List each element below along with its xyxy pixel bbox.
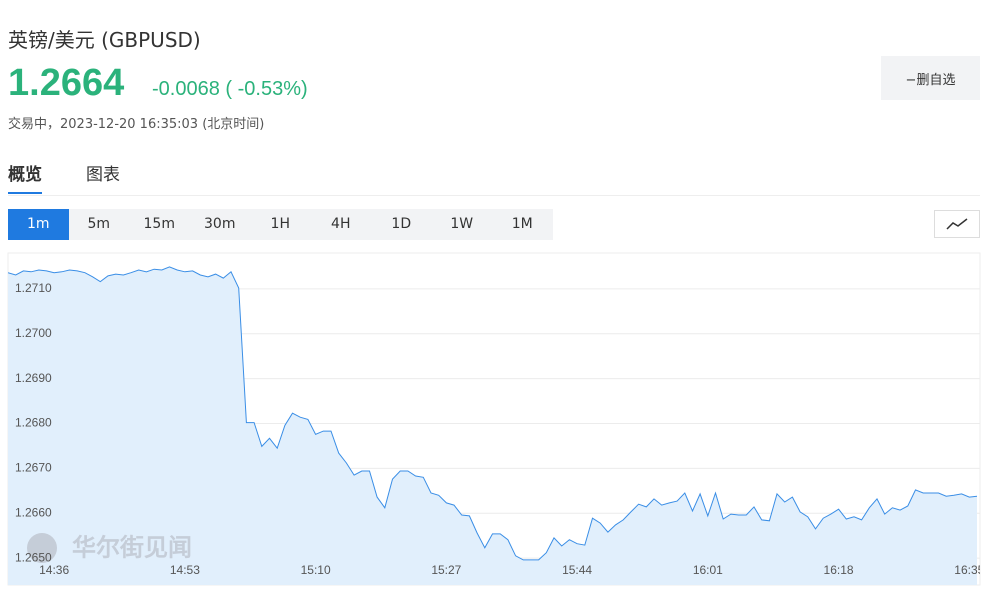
period-button[interactable]: 1W: [450, 216, 474, 232]
chart-type-button[interactable]: [934, 210, 980, 238]
x-tick-label: 14:53: [170, 563, 200, 577]
tab-bar: 概览 图表: [8, 158, 980, 196]
period-button[interactable]: 1H: [270, 216, 290, 232]
period-button[interactable]: 1m: [8, 209, 69, 240]
y-tick-label: 1.2700: [15, 326, 52, 340]
watermark: 华尔街见闻: [72, 533, 192, 562]
y-tick-label: 1.2660: [15, 505, 52, 519]
trade-status: 交易中，2023-12-20 16:35:03 (北京时间): [8, 117, 265, 132]
x-tick-label: 14:36: [39, 563, 69, 577]
price-line: [8, 266, 978, 561]
x-tick-label: 16:18: [824, 563, 854, 577]
watchlist-button[interactable]: −删自选: [881, 56, 980, 100]
x-tick-label: 16:01: [693, 563, 723, 577]
y-tick-label: 1.2690: [15, 371, 52, 385]
watermark-logo: [27, 533, 57, 563]
y-tick-label: 1.2650: [15, 550, 52, 564]
x-tick-label: 15:44: [562, 563, 592, 577]
period-button[interactable]: 1D: [391, 216, 412, 232]
y-tick-label: 1.2670: [15, 461, 52, 475]
tab[interactable]: 图表: [86, 165, 120, 185]
price: 1.2664: [8, 62, 125, 104]
period-bar: 1m 5m 15m 30m 1H 4H 1D 1W 1M: [8, 209, 553, 240]
period-button[interactable]: 30m: [204, 216, 236, 232]
period-button[interactable]: 5m: [87, 216, 111, 232]
tab[interactable]: 概览: [8, 158, 42, 194]
chart-type-icon: [946, 218, 968, 230]
plot-area: 华尔街见闻 1.2710 1.2700 1.2690 1.2680 1.2670 1.266…: [8, 266, 984, 585]
period-button[interactable]: 1M: [511, 216, 533, 232]
y-tick-label: 1.2680: [15, 416, 52, 430]
x-tick-label: 15:10: [301, 563, 331, 577]
price-change: -0.0068 ( -0.53%): [152, 78, 308, 100]
period-button[interactable]: 4H: [331, 216, 351, 232]
instrument-title: 英镑/美元 (GBPUSD): [8, 28, 201, 52]
x-tick-label: 16:35: [954, 563, 984, 577]
period-button[interactable]: 15m: [143, 216, 175, 232]
area-fill: [8, 266, 977, 585]
x-tick-label: 15:27: [431, 563, 461, 577]
y-tick-label: 1.2710: [15, 281, 52, 295]
